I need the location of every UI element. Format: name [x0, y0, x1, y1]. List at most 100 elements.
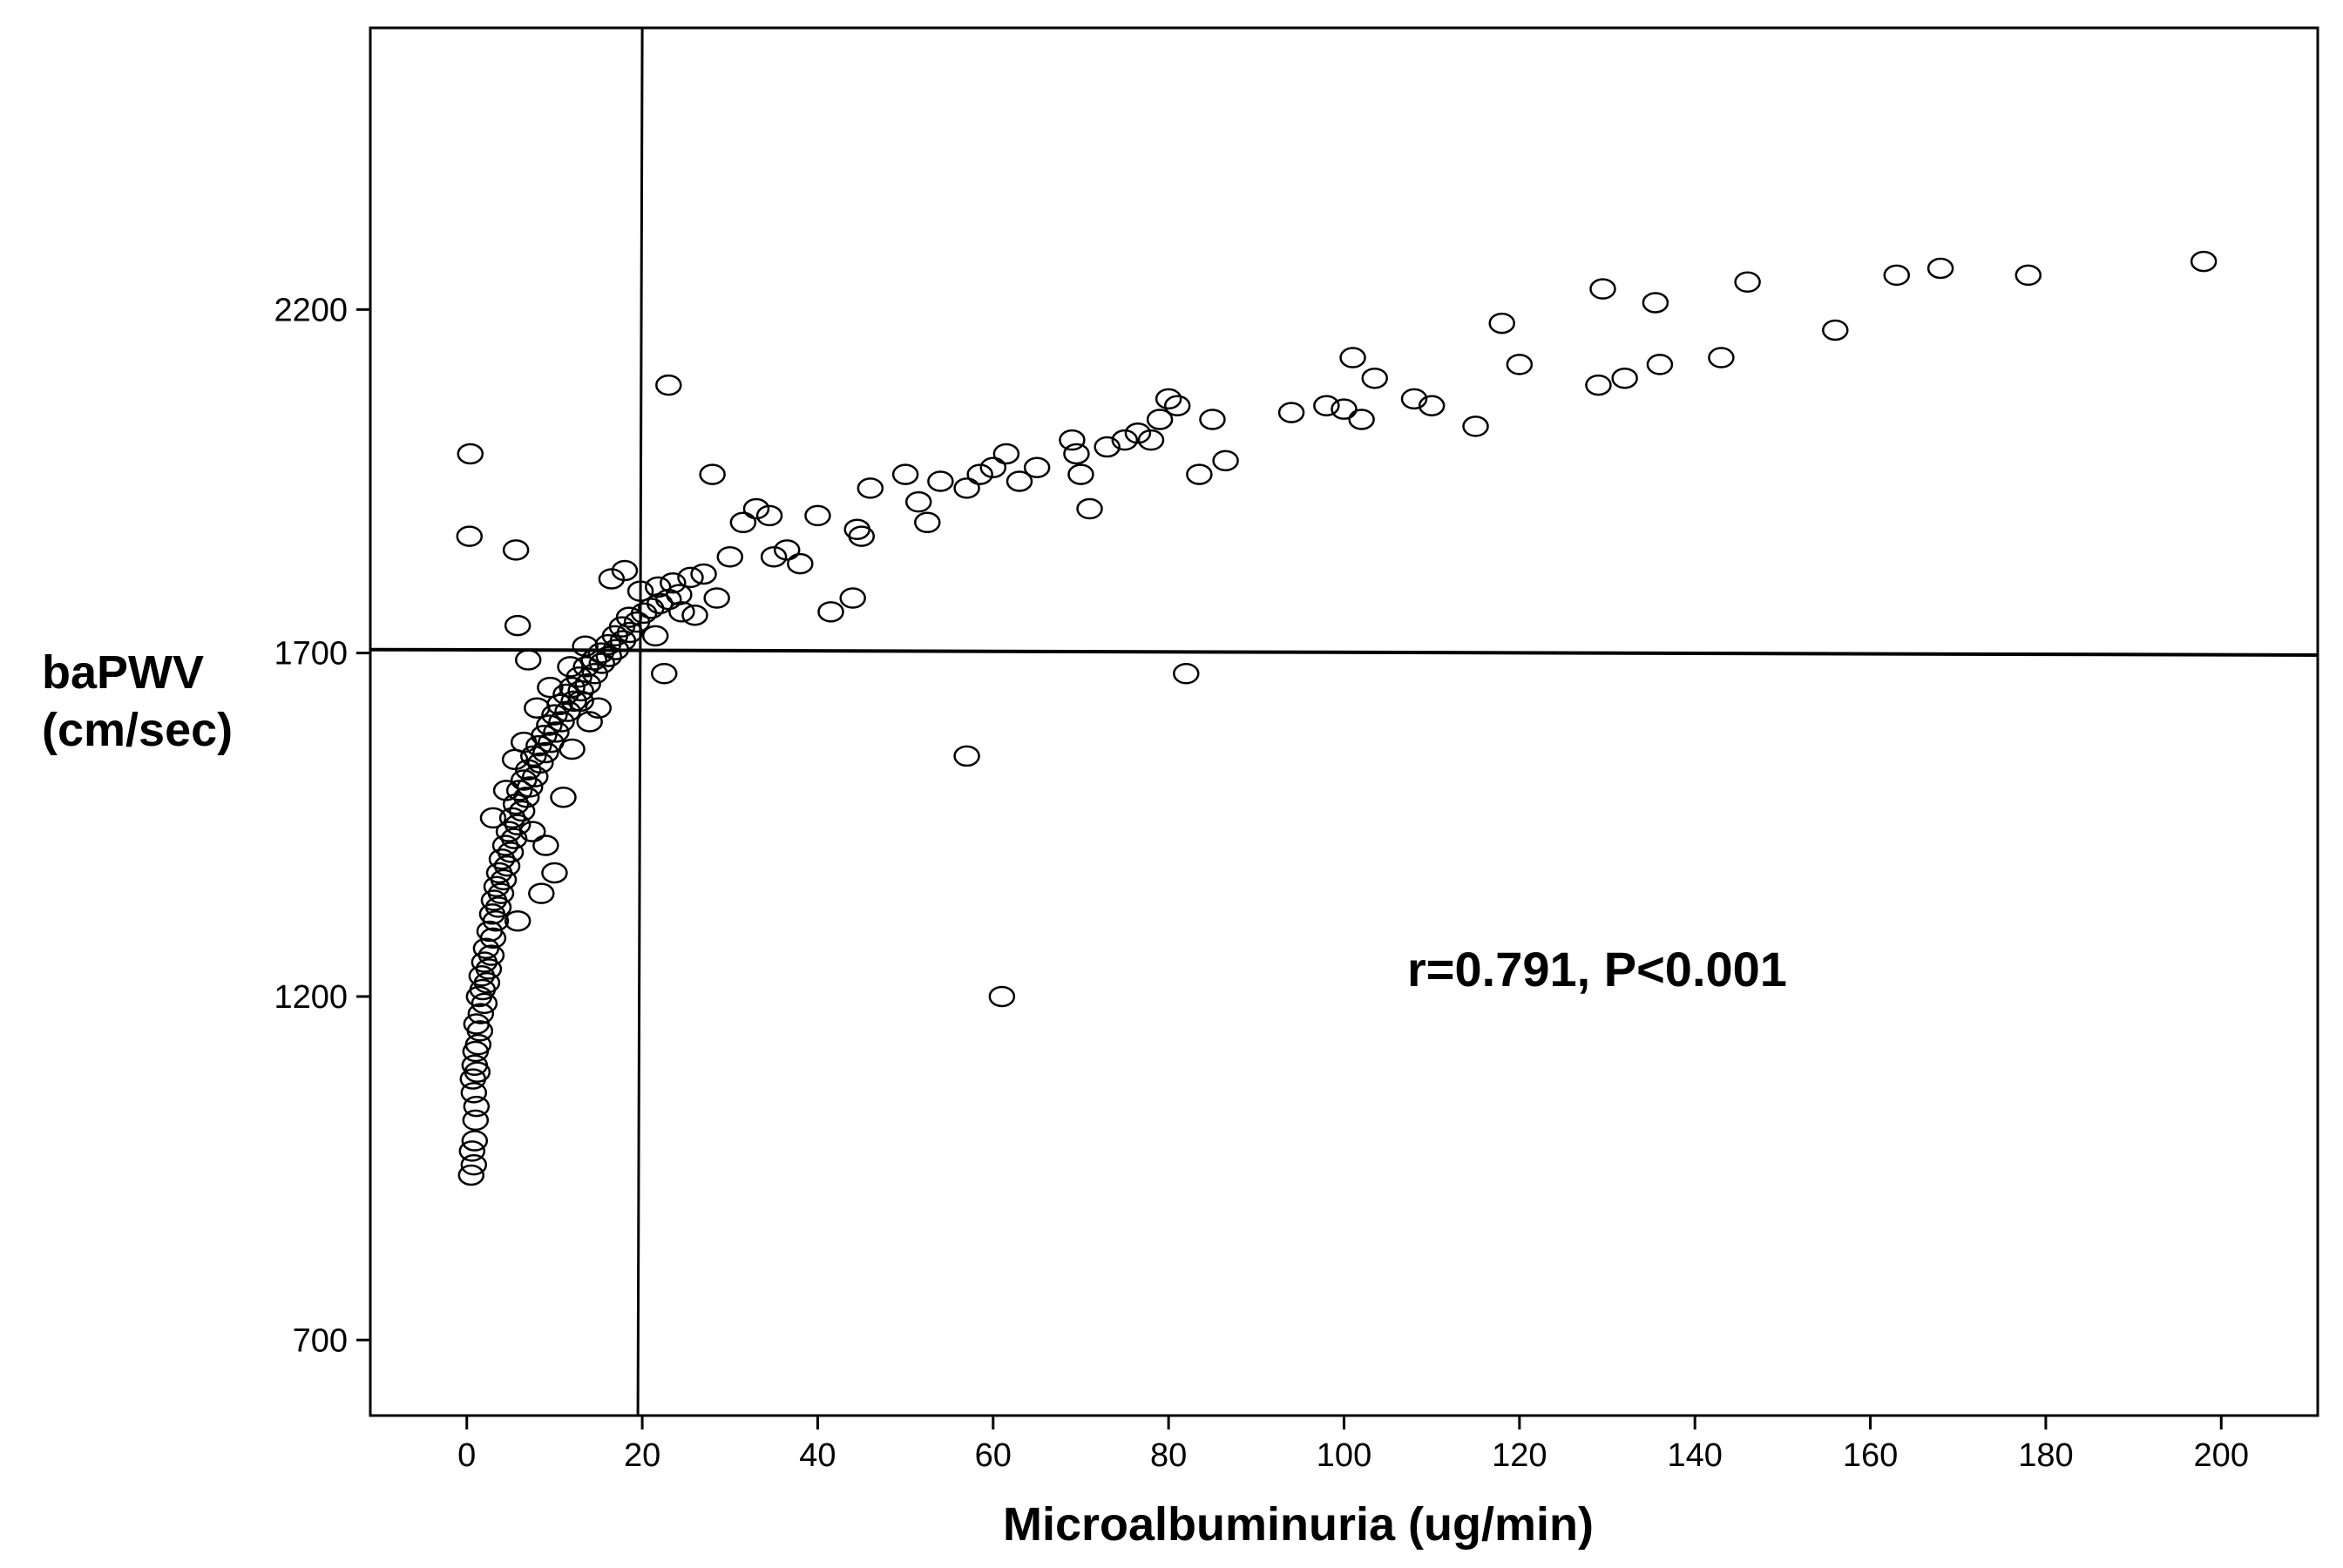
data-point	[485, 862, 513, 884]
data-point	[567, 690, 594, 713]
data-point	[520, 745, 547, 767]
data-point	[463, 1013, 491, 1035]
data-point	[1111, 429, 1139, 451]
data-point	[528, 882, 555, 904]
data-point	[1348, 409, 1375, 430]
data-point	[1708, 347, 1735, 368]
data-point	[462, 1109, 490, 1132]
x-tick-label: 40	[799, 1437, 836, 1474]
data-point	[2190, 250, 2218, 273]
data-point	[460, 1082, 488, 1104]
data-point	[478, 903, 506, 925]
x-tick-label: 160	[1843, 1437, 1898, 1474]
data-point	[504, 614, 532, 637]
data-point	[1883, 264, 1911, 287]
data-point	[527, 752, 554, 774]
data-point	[522, 766, 549, 787]
x-tick-label: 140	[1667, 1437, 1722, 1474]
data-point	[1418, 395, 1446, 416]
y-tick-label: 1200	[274, 979, 348, 1016]
data-point	[677, 566, 704, 589]
data-point	[904, 490, 932, 513]
data-point	[457, 443, 484, 465]
data-point	[480, 889, 508, 911]
data-point	[1331, 398, 1358, 420]
data-point	[572, 635, 599, 658]
data-point	[1124, 422, 1152, 444]
data-point	[476, 920, 504, 943]
data-point	[703, 587, 730, 609]
data-point	[572, 656, 599, 678]
data-point	[479, 807, 507, 829]
data-point	[576, 711, 603, 733]
data-point	[460, 1153, 488, 1176]
data-point	[559, 676, 586, 699]
data-point	[508, 800, 536, 822]
data-point	[585, 697, 613, 719]
data-point	[1339, 347, 1366, 368]
data-point	[760, 545, 788, 568]
data-point	[644, 576, 672, 598]
data-point	[525, 734, 552, 757]
data-point	[483, 875, 511, 898]
data-point	[988, 985, 1016, 1008]
data-point	[581, 663, 608, 685]
data-point	[953, 745, 980, 767]
x-tick-label: 100	[1317, 1437, 1371, 1474]
y-axis-title-line1: baPWV	[42, 646, 204, 699]
data-point	[502, 793, 530, 815]
data-point	[660, 571, 687, 594]
data-point	[468, 965, 496, 987]
x-tick-label: 60	[975, 1437, 1012, 1474]
data-point	[1277, 402, 1305, 423]
data-point	[979, 456, 1007, 478]
x-axis-ticks: 0 20 40 60 80 100 120 140 160 180 200	[457, 1416, 2249, 1474]
data-point	[1137, 429, 1165, 451]
data-point	[1067, 463, 1094, 485]
data-point	[510, 731, 538, 754]
data-point	[1646, 354, 1674, 375]
data-point	[966, 463, 993, 485]
data-point	[914, 511, 941, 534]
data-point	[755, 504, 783, 527]
data-point	[611, 559, 639, 582]
data-point	[519, 821, 546, 842]
plot-frame	[369, 26, 2319, 1417]
data-point	[681, 605, 708, 626]
data-point	[1006, 470, 1033, 492]
data-point	[616, 621, 644, 644]
data-point	[1155, 388, 1182, 410]
data-point	[1146, 409, 1174, 430]
data-point	[699, 463, 726, 485]
data-point	[1059, 429, 1086, 451]
data-point	[1822, 319, 1849, 341]
horizontal-reference-line	[369, 647, 2319, 658]
data-point	[559, 738, 586, 760]
y-tick-label: 700	[293, 1322, 348, 1359]
data-point	[1462, 416, 1489, 437]
data-point	[532, 741, 559, 764]
data-point	[472, 937, 500, 959]
data-point	[514, 649, 542, 671]
data-point	[1173, 663, 1200, 685]
y-axis-ticks: 700 1200 1700 2200	[274, 292, 370, 1359]
data-point	[1186, 463, 1213, 485]
data-point	[1611, 367, 1638, 389]
y-tick-label: 1700	[274, 636, 348, 672]
data-point	[1642, 292, 1669, 314]
data-point	[690, 563, 717, 585]
data-point	[548, 711, 575, 733]
data-point	[1212, 449, 1239, 472]
data-point	[729, 511, 757, 534]
data-point	[463, 1095, 491, 1118]
data-point	[557, 656, 584, 678]
data-point	[550, 786, 577, 808]
data-point	[461, 1130, 489, 1152]
data-point	[1023, 456, 1051, 478]
correlation-annotation: r=0.791, P<0.001	[1407, 942, 1787, 997]
data-point	[668, 601, 695, 623]
x-tick-label: 20	[624, 1437, 660, 1474]
data-point	[502, 539, 530, 561]
data-point	[817, 601, 844, 623]
